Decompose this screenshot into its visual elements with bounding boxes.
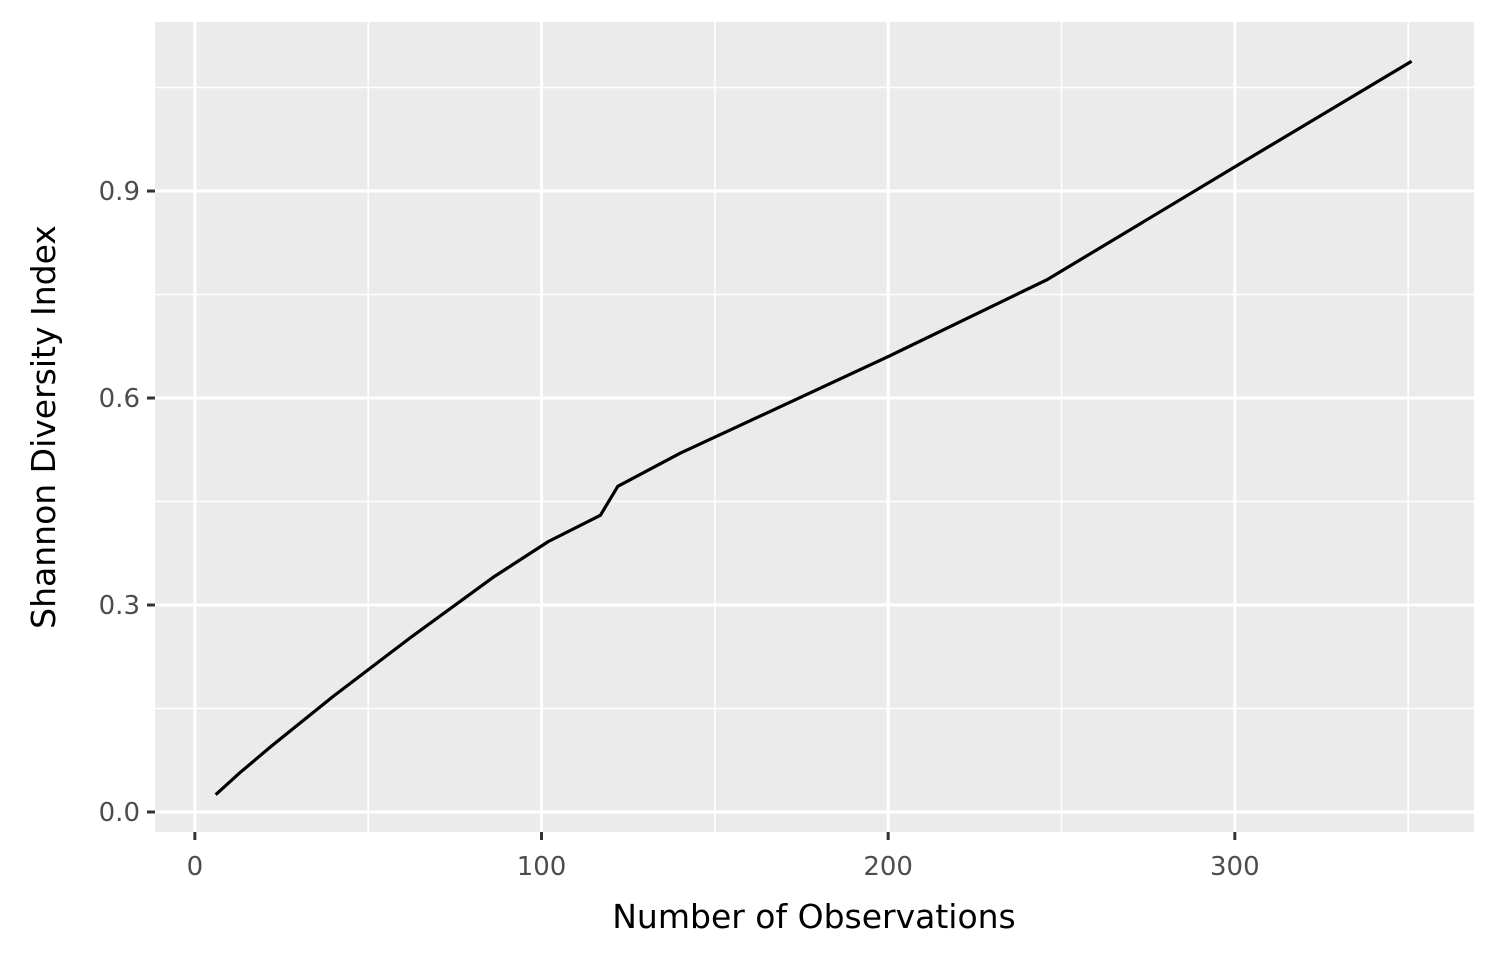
y-tick-label: 0.6	[99, 384, 140, 414]
y-tick-label: 0.9	[99, 177, 140, 207]
x-tick-label: 200	[863, 852, 913, 882]
x-axis-title: Number of Observations	[612, 897, 1016, 936]
x-tick-label: 0	[187, 852, 204, 882]
minor-gridlines	[155, 22, 1474, 832]
x-axis: 0 100 200 300	[187, 832, 1260, 882]
x-tick-label: 300	[1210, 852, 1260, 882]
y-axis-title: Shannon Diversity Index	[24, 225, 63, 629]
y-tick-label: 0.0	[99, 798, 140, 828]
y-tick-label: 0.3	[99, 591, 140, 621]
y-axis: 0.0 0.3 0.6 0.9	[99, 177, 155, 828]
series-line	[214, 59, 1413, 796]
series-layer	[214, 59, 1413, 796]
major-gridlines	[155, 22, 1474, 832]
x-tick-label: 100	[517, 852, 567, 882]
